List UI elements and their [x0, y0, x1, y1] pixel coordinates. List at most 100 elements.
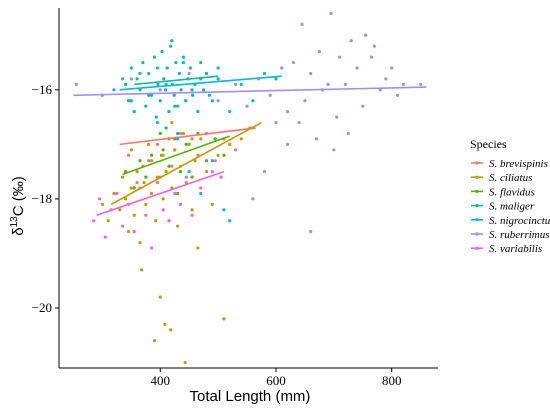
- legend-label: S. nigrocinctus: [489, 215, 550, 227]
- legend-key-point: [475, 246, 479, 250]
- data-point: [202, 88, 206, 92]
- data-point: [262, 170, 267, 174]
- x-tick-label: 400: [151, 373, 171, 388]
- data-point: [372, 44, 376, 48]
- data-point: [123, 197, 128, 201]
- data-point: [147, 142, 151, 146]
- data-point: [74, 82, 78, 86]
- data-point: [100, 202, 104, 206]
- points-layer: [74, 11, 423, 365]
- data-point: [419, 82, 423, 86]
- data-point: [147, 93, 151, 97]
- data-point: [190, 208, 194, 212]
- data-point: [187, 142, 191, 146]
- data-point: [184, 142, 188, 146]
- data-point: [176, 104, 180, 108]
- data-point: [251, 99, 255, 103]
- data-point: [161, 197, 165, 201]
- data-point: [140, 268, 144, 272]
- data-point: [165, 66, 169, 70]
- data-point: [188, 66, 192, 70]
- data-point: [176, 191, 180, 196]
- data-point: [401, 82, 405, 86]
- data-point: [126, 99, 131, 103]
- data-point: [132, 110, 136, 114]
- data-point: [184, 180, 188, 185]
- data-point: [158, 131, 162, 136]
- data-point: [176, 224, 180, 228]
- data-point: [187, 71, 191, 76]
- data-point: [159, 153, 164, 157]
- data-point: [251, 197, 255, 201]
- data-point: [228, 219, 232, 223]
- y-tick-label: −20: [32, 300, 52, 315]
- data-point: [155, 180, 159, 185]
- fit-line: [110, 121, 262, 206]
- data-point: [170, 39, 174, 43]
- data-point: [163, 322, 167, 326]
- data-point: [361, 104, 365, 108]
- data-point: [274, 77, 278, 81]
- legend-key-point: [475, 175, 479, 179]
- data-point: [179, 88, 183, 92]
- fit-line: [96, 170, 225, 217]
- data-point: [199, 191, 203, 196]
- data-point: [216, 66, 220, 70]
- data-point: [169, 44, 173, 48]
- data-point: [239, 82, 243, 86]
- data-point: [222, 208, 226, 212]
- legend-key-point: [475, 204, 479, 208]
- data-point: [190, 137, 194, 141]
- y-axis-title-superscript: 13: [9, 216, 20, 228]
- data-point: [167, 219, 171, 223]
- data-point: [216, 77, 220, 81]
- data-point: [129, 186, 133, 190]
- data-point: [228, 142, 232, 146]
- y-tick-label: −18: [32, 191, 52, 206]
- data-point: [118, 208, 122, 212]
- legend-label: S. ruberrimus: [489, 229, 550, 241]
- data-point: [147, 159, 151, 163]
- data-point: [346, 131, 350, 136]
- data-point: [149, 159, 154, 163]
- data-point: [155, 142, 159, 146]
- legend-key-point: [475, 161, 479, 165]
- data-point: [245, 104, 249, 108]
- data-point: [190, 88, 194, 92]
- data-point: [285, 110, 290, 114]
- data-point: [216, 99, 220, 103]
- data-point: [135, 170, 139, 174]
- data-point: [178, 170, 183, 174]
- fit-line: [134, 75, 219, 86]
- data-point: [343, 82, 348, 86]
- legend-items: S. brevispinis S. ciliatus S. flavidus S. m…: [471, 158, 550, 255]
- data-point: [126, 153, 131, 157]
- data-point: [144, 104, 148, 108]
- x-tick-label: 800: [382, 373, 402, 388]
- data-point: [326, 82, 330, 86]
- y-axis-ticks: −16 −18 −20: [32, 82, 59, 315]
- data-point: [170, 120, 174, 125]
- data-point: [129, 148, 133, 152]
- data-point: [228, 110, 232, 114]
- data-point: [135, 77, 139, 81]
- data-point: [355, 66, 359, 70]
- data-point: [138, 88, 142, 92]
- legend-key-point: [475, 232, 479, 236]
- data-point: [204, 71, 209, 76]
- data-point: [210, 159, 214, 163]
- data-point: [155, 66, 159, 70]
- data-point: [210, 99, 214, 103]
- data-point: [390, 66, 394, 70]
- data-point: [338, 55, 342, 59]
- data-point: [378, 88, 382, 92]
- data-point: [164, 126, 168, 130]
- data-point: [167, 110, 171, 114]
- data-point: [164, 170, 168, 174]
- x-tick-label: 600: [266, 373, 286, 388]
- legend-label: S. variabilis: [489, 243, 542, 255]
- x-axis-ticks: 400 600 800: [151, 368, 402, 388]
- data-point: [233, 148, 238, 152]
- data-point: [213, 159, 217, 163]
